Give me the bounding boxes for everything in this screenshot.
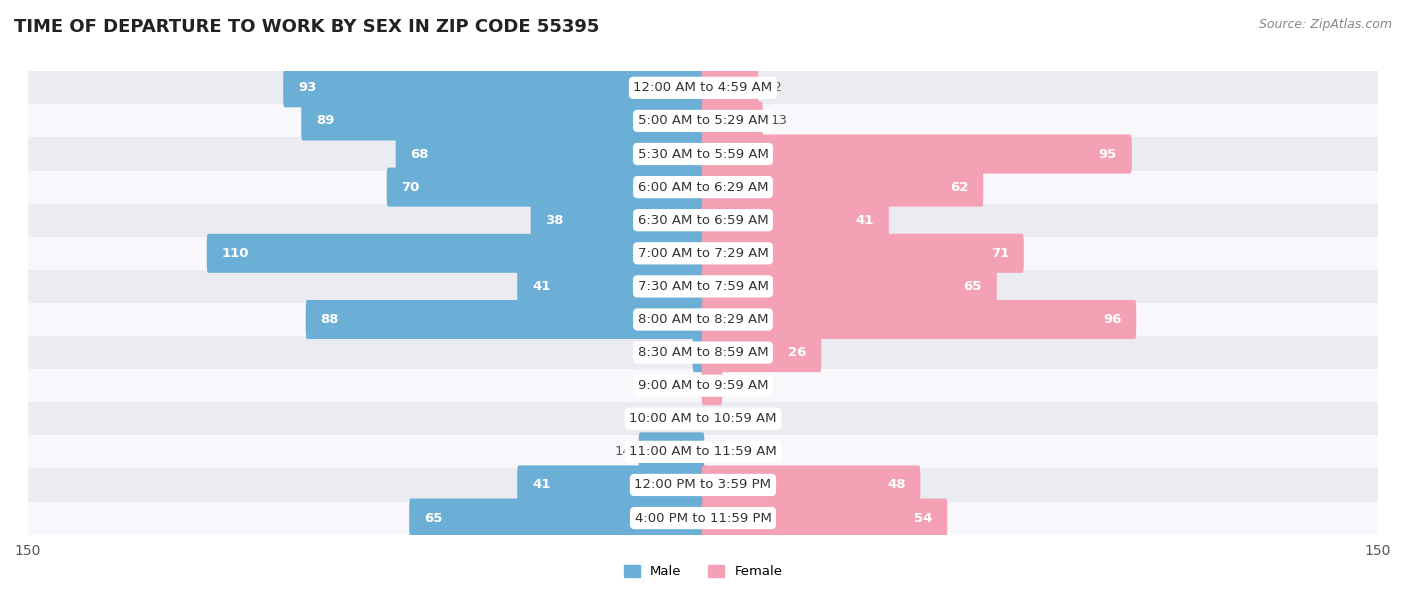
Text: 5:00 AM to 5:29 AM: 5:00 AM to 5:29 AM xyxy=(638,115,768,128)
Text: 9:00 AM to 9:59 AM: 9:00 AM to 9:59 AM xyxy=(638,379,768,392)
Bar xyxy=(28,402,1378,435)
Text: 41: 41 xyxy=(531,478,550,491)
Bar xyxy=(28,170,1378,204)
Text: 62: 62 xyxy=(950,181,969,194)
FancyBboxPatch shape xyxy=(638,432,704,472)
Text: 2: 2 xyxy=(676,346,685,359)
Text: 96: 96 xyxy=(1104,313,1122,326)
FancyBboxPatch shape xyxy=(693,333,704,372)
FancyBboxPatch shape xyxy=(702,134,1132,173)
Text: 110: 110 xyxy=(222,247,249,260)
FancyBboxPatch shape xyxy=(301,102,704,140)
Text: 6:30 AM to 6:59 AM: 6:30 AM to 6:59 AM xyxy=(638,214,768,227)
Text: 0: 0 xyxy=(711,412,720,425)
Text: 12: 12 xyxy=(766,81,783,94)
Bar xyxy=(28,369,1378,402)
FancyBboxPatch shape xyxy=(409,498,704,538)
Text: 38: 38 xyxy=(546,214,564,227)
Text: 13: 13 xyxy=(770,115,787,128)
Text: 41: 41 xyxy=(531,280,550,293)
Text: 7:30 AM to 7:59 AM: 7:30 AM to 7:59 AM xyxy=(637,280,769,293)
FancyBboxPatch shape xyxy=(517,267,704,306)
FancyBboxPatch shape xyxy=(702,102,763,140)
FancyBboxPatch shape xyxy=(702,168,983,207)
Text: 7:00 AM to 7:29 AM: 7:00 AM to 7:29 AM xyxy=(638,247,768,260)
FancyBboxPatch shape xyxy=(702,68,758,108)
Bar xyxy=(28,336,1378,369)
Text: 11:00 AM to 11:59 AM: 11:00 AM to 11:59 AM xyxy=(628,446,778,459)
Text: 0: 0 xyxy=(686,412,695,425)
FancyBboxPatch shape xyxy=(702,366,723,405)
FancyBboxPatch shape xyxy=(517,466,704,504)
Bar xyxy=(28,469,1378,501)
Text: 0: 0 xyxy=(686,379,695,392)
Text: 48: 48 xyxy=(887,478,905,491)
Bar xyxy=(28,105,1378,137)
FancyBboxPatch shape xyxy=(702,300,1136,339)
FancyBboxPatch shape xyxy=(395,134,704,173)
Text: 95: 95 xyxy=(1098,147,1116,160)
FancyBboxPatch shape xyxy=(702,333,821,372)
FancyBboxPatch shape xyxy=(702,234,1024,273)
Text: 26: 26 xyxy=(789,346,807,359)
Text: 6:00 AM to 6:29 AM: 6:00 AM to 6:29 AM xyxy=(638,181,768,194)
Text: 0: 0 xyxy=(711,446,720,459)
Text: TIME OF DEPARTURE TO WORK BY SEX IN ZIP CODE 55395: TIME OF DEPARTURE TO WORK BY SEX IN ZIP … xyxy=(14,18,599,36)
Text: 14: 14 xyxy=(614,446,631,459)
Text: 4: 4 xyxy=(730,379,738,392)
Bar xyxy=(28,270,1378,303)
Bar xyxy=(28,71,1378,105)
Text: 8:30 AM to 8:59 AM: 8:30 AM to 8:59 AM xyxy=(638,346,768,359)
Text: 89: 89 xyxy=(316,115,335,128)
Bar xyxy=(28,435,1378,469)
FancyBboxPatch shape xyxy=(387,168,704,207)
Text: 12:00 PM to 3:59 PM: 12:00 PM to 3:59 PM xyxy=(634,478,772,491)
FancyBboxPatch shape xyxy=(702,466,921,504)
Bar xyxy=(28,204,1378,237)
Text: 10:00 AM to 10:59 AM: 10:00 AM to 10:59 AM xyxy=(630,412,776,425)
Text: 12:00 AM to 4:59 AM: 12:00 AM to 4:59 AM xyxy=(634,81,772,94)
Text: 68: 68 xyxy=(411,147,429,160)
Text: 4:00 PM to 11:59 PM: 4:00 PM to 11:59 PM xyxy=(634,511,772,525)
Text: 88: 88 xyxy=(321,313,339,326)
FancyBboxPatch shape xyxy=(530,201,704,240)
Text: 54: 54 xyxy=(914,511,932,525)
Text: 71: 71 xyxy=(991,247,1010,260)
FancyBboxPatch shape xyxy=(702,201,889,240)
Text: 65: 65 xyxy=(425,511,443,525)
Text: 8:00 AM to 8:29 AM: 8:00 AM to 8:29 AM xyxy=(638,313,768,326)
Text: 70: 70 xyxy=(402,181,420,194)
Text: 41: 41 xyxy=(856,214,875,227)
Text: Source: ZipAtlas.com: Source: ZipAtlas.com xyxy=(1258,18,1392,31)
Text: 93: 93 xyxy=(298,81,316,94)
Bar xyxy=(28,137,1378,170)
Bar xyxy=(28,501,1378,535)
Bar xyxy=(28,303,1378,336)
FancyBboxPatch shape xyxy=(305,300,704,339)
FancyBboxPatch shape xyxy=(702,267,997,306)
Text: 5:30 AM to 5:59 AM: 5:30 AM to 5:59 AM xyxy=(637,147,769,160)
FancyBboxPatch shape xyxy=(702,498,948,538)
Bar xyxy=(28,237,1378,270)
Legend: Male, Female: Male, Female xyxy=(619,560,787,583)
FancyBboxPatch shape xyxy=(207,234,704,273)
Text: 65: 65 xyxy=(963,280,981,293)
FancyBboxPatch shape xyxy=(283,68,704,108)
